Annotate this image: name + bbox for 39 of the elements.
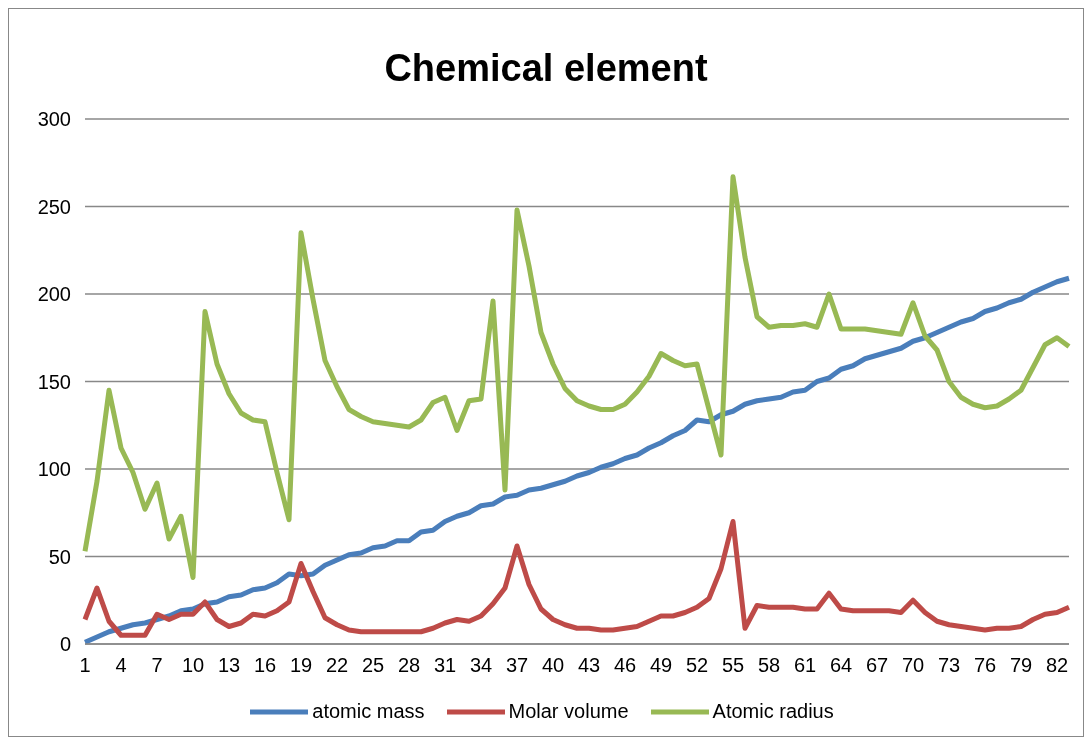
x-tick-label: 58	[757, 654, 781, 677]
x-tick-label: 67	[865, 654, 889, 677]
y-tick-label: 50	[48, 545, 71, 568]
x-tick-label: 79	[1009, 654, 1033, 677]
legend-label: atomic mass	[312, 700, 425, 723]
y-tick-label: 0	[59, 633, 71, 656]
y-tick-label: 100	[37, 458, 71, 481]
x-tick-label: 4	[115, 654, 127, 677]
x-tick-label: 43	[577, 654, 601, 677]
x-tick-label: 31	[433, 654, 457, 677]
y-tick-label: 150	[37, 370, 71, 393]
x-tick-label: 40	[541, 654, 565, 677]
x-tick-label: 25	[361, 654, 385, 677]
x-tick-label: 70	[901, 654, 925, 677]
y-tick-label: 300	[37, 108, 71, 131]
x-tick-label: 55	[721, 654, 745, 677]
chart-title: Chemical element	[383, 46, 709, 91]
x-tick-label: 82	[1045, 654, 1069, 677]
x-tick-label: 49	[649, 654, 673, 677]
x-tick-label: 64	[829, 654, 853, 677]
x-tick-label: 1	[79, 654, 91, 677]
x-tick-label: 76	[973, 654, 997, 677]
x-tick-label: 16	[253, 654, 277, 677]
y-tick-label: 200	[37, 283, 71, 306]
legend-label: Molar volume	[508, 700, 629, 723]
x-tick-label: 10	[181, 654, 205, 677]
x-tick-label: 13	[217, 654, 241, 677]
y-tick-label: 250	[37, 195, 71, 218]
x-tick-label: 22	[325, 654, 349, 677]
x-tick-label: 28	[397, 654, 421, 677]
x-tick-label: 19	[289, 654, 313, 677]
x-tick-label: 61	[793, 654, 817, 677]
x-tick-label: 34	[469, 654, 493, 677]
x-tick-label: 52	[685, 654, 709, 677]
x-tick-label: 7	[151, 654, 163, 677]
x-tick-label: 73	[937, 654, 961, 677]
x-tick-label: 37	[505, 654, 529, 677]
legend-label: Atomic radius	[712, 700, 834, 723]
x-tick-label: 46	[613, 654, 637, 677]
